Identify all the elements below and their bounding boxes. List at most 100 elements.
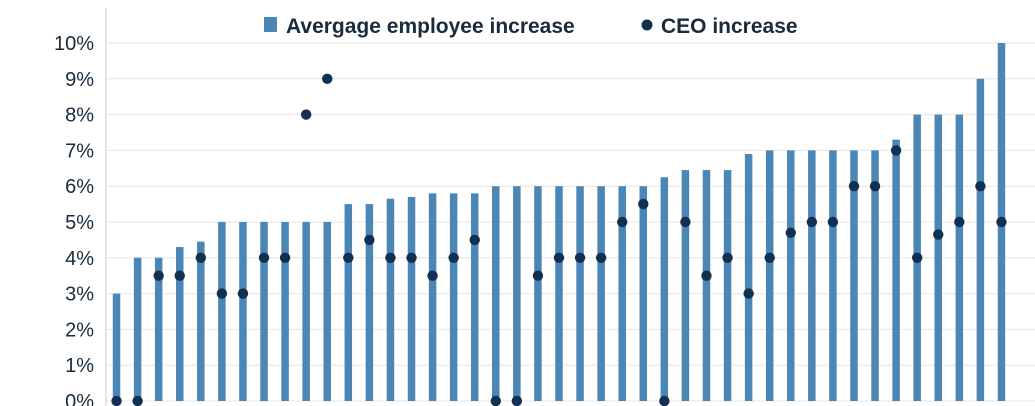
- dot-point: [111, 395, 122, 406]
- bar: [534, 186, 542, 401]
- dot-point: [532, 270, 544, 281]
- dot-point: [343, 252, 354, 263]
- y-tick-label: 10%: [54, 33, 94, 55]
- dot-point: [322, 73, 333, 85]
- dot-point: [954, 216, 965, 228]
- legend-swatch-ceo: [641, 19, 653, 31]
- dot-point: [574, 252, 586, 263]
- bar: [744, 153, 753, 401]
- dot-point: [132, 395, 143, 406]
- dot-point: [469, 234, 480, 246]
- bar: [492, 186, 500, 401]
- dot-point: [300, 109, 312, 120]
- dot-point: [827, 216, 839, 228]
- dot-point: [701, 270, 712, 281]
- dot-point: [617, 216, 628, 228]
- bar: [175, 247, 184, 401]
- y-tick-label: 4%: [65, 248, 94, 270]
- bar: [702, 170, 711, 401]
- dot-point: [911, 252, 923, 263]
- y-tick-label: 6%: [65, 176, 94, 198]
- bar: [765, 150, 774, 401]
- dot-point: [933, 229, 944, 240]
- bar: [618, 186, 626, 401]
- dot-point: [785, 227, 796, 238]
- dot-point: [490, 395, 501, 406]
- y-tick-label: 2%: [65, 319, 94, 341]
- bar: [681, 170, 690, 401]
- dot-point: [237, 288, 249, 299]
- bar: [386, 198, 395, 401]
- dot-point: [427, 270, 438, 281]
- dot-point: [890, 145, 902, 156]
- legend-label-employee: Avergage employee increase: [286, 15, 575, 38]
- bar: [260, 222, 268, 401]
- bar: [302, 222, 310, 401]
- bar-series: [112, 43, 1006, 402]
- bar: [871, 150, 879, 401]
- bar: [365, 204, 374, 401]
- bar: [850, 150, 858, 401]
- dot-point: [511, 395, 523, 406]
- bar: [197, 241, 205, 401]
- bar: [723, 170, 732, 401]
- y-tick-label: 0%: [65, 391, 94, 406]
- legend-label-ceo: CEO increase: [661, 15, 798, 38]
- dot-point: [638, 198, 649, 210]
- bar: [470, 193, 479, 401]
- bar: [639, 186, 648, 401]
- bar: [829, 150, 837, 401]
- legend: Avergage employee increase CEO increase: [264, 15, 798, 38]
- bar: [407, 196, 416, 401]
- dot-point: [279, 252, 291, 263]
- bar: [239, 222, 247, 401]
- dot-point: [174, 270, 185, 281]
- dot-point: [848, 181, 860, 192]
- bar: [976, 78, 985, 402]
- y-tick-label: 1%: [65, 355, 94, 377]
- bar: [660, 177, 669, 401]
- y-tick-label: 7%: [65, 140, 94, 162]
- bar: [344, 204, 353, 401]
- bar: [597, 186, 605, 401]
- dot-point: [448, 252, 459, 263]
- bar: [323, 222, 331, 401]
- bar: [112, 293, 121, 401]
- dot-point: [385, 252, 396, 263]
- bar: [576, 186, 584, 401]
- legend-swatch-employee: [264, 17, 277, 32]
- bar: [154, 257, 163, 401]
- dot-point: [722, 252, 733, 263]
- dot-point: [195, 252, 207, 263]
- bar: [808, 150, 816, 401]
- dot-point: [975, 181, 986, 192]
- bar: [892, 139, 900, 401]
- dot-point: [869, 181, 881, 192]
- y-axis: 0% 1% 2% 3% 4% 5% 6% 7% 8% 9% 10%: [54, 33, 94, 406]
- bar: [555, 186, 563, 401]
- dot-point: [996, 216, 1007, 228]
- bar: [449, 193, 458, 401]
- bar: [218, 222, 226, 401]
- bar: [955, 114, 964, 401]
- dot-series: [111, 73, 1007, 406]
- dot-point: [659, 395, 670, 406]
- dot-point: [153, 270, 164, 281]
- dot-point: [216, 288, 228, 299]
- dot-point: [553, 252, 565, 263]
- bar: [281, 222, 289, 401]
- y-tick-label: 8%: [65, 105, 94, 127]
- dot-point: [406, 252, 417, 263]
- dot-point: [364, 234, 375, 246]
- dot-point: [764, 252, 775, 263]
- y-tick-label: 3%: [65, 284, 94, 306]
- bar: [787, 150, 795, 401]
- dot-point: [258, 252, 270, 263]
- dot-point: [680, 216, 691, 228]
- bar: [934, 114, 943, 401]
- y-tick-label: 5%: [65, 212, 94, 234]
- dot-point: [595, 252, 607, 263]
- dot-point: [743, 288, 754, 299]
- bar: [133, 257, 142, 401]
